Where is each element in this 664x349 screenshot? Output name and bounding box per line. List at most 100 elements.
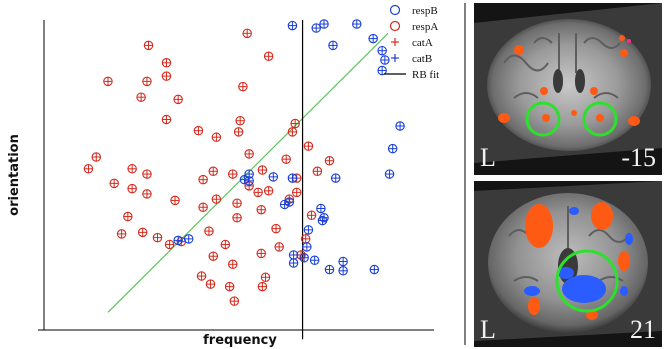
data-point-catA	[142, 169, 152, 179]
data-point-catB	[369, 264, 380, 275]
data-point-catB	[309, 255, 320, 265]
brain-tissue	[487, 19, 651, 151]
data-point-catA	[291, 187, 302, 198]
data-point-catA	[233, 127, 244, 137]
fit-layer	[107, 20, 389, 340]
data-point-catB	[244, 176, 254, 186]
ventricle-right	[575, 69, 585, 93]
data-point-catB	[338, 266, 348, 276]
data-point-catA	[161, 58, 172, 68]
activation-blob	[590, 87, 598, 95]
data-point-catA	[136, 92, 146, 102]
legend-entry-respa: respA	[389, 20, 438, 33]
activation-blob	[542, 114, 550, 122]
data-point-catA	[143, 40, 154, 51]
legend-label: respB	[412, 5, 438, 17]
data-point-catB	[288, 258, 299, 268]
data-point-catA	[173, 94, 183, 105]
data-point-catA	[161, 114, 172, 125]
data-point-catA	[127, 183, 137, 194]
data-point-catB	[395, 121, 405, 131]
activation-blob	[528, 297, 540, 315]
y-axis-label: orientation	[7, 134, 22, 216]
data-point-catA	[256, 204, 266, 215]
sulci-pattern	[503, 33, 621, 99]
data-point-catA	[274, 242, 284, 252]
data-point-catA	[161, 71, 172, 81]
data-point-catA	[198, 174, 208, 185]
data-point-catA	[142, 189, 152, 199]
data-point-catB	[183, 234, 194, 244]
data-point-catB	[384, 169, 395, 179]
legend-entry-rb-fit: RB fit	[384, 69, 439, 81]
data-point-catB	[352, 19, 362, 29]
data-point-catB	[317, 215, 328, 226]
data-point-catA	[224, 281, 235, 292]
activation-blob-blue	[625, 233, 633, 245]
data-point-catA	[208, 166, 219, 177]
activation-blob	[596, 114, 604, 122]
data-point-catA	[300, 234, 311, 244]
data-point-catB	[303, 225, 314, 235]
data-point-catA	[211, 132, 222, 142]
data-point-catA	[287, 127, 298, 137]
data-point-catA	[103, 76, 113, 87]
scatter-chart: frequency orientation respB respA catA catB…	[7, 3, 466, 348]
scatter-chart-panel: frequency orientation respB respA catA catB…	[7, 3, 466, 348]
data-point-catA	[303, 141, 314, 151]
data-point-catA	[196, 271, 207, 281]
hemisphere-label-top: L	[480, 143, 496, 172]
x-axis-label: frequency	[203, 333, 277, 348]
activation-blob	[571, 110, 577, 116]
activation-blob	[591, 202, 613, 230]
data-point-catB	[319, 19, 329, 29]
data-point-catA	[220, 239, 231, 250]
legend-label: catA	[412, 37, 433, 49]
activation-blob	[627, 39, 631, 43]
data-point-catA	[170, 195, 180, 206]
legend-label: respA	[412, 21, 438, 33]
data-point-catB	[368, 33, 378, 44]
data-point-catB	[173, 235, 183, 246]
data-point-catB	[328, 40, 338, 51]
data-point-catA	[235, 116, 245, 126]
data-point-catA	[260, 272, 271, 283]
legend-entry-respb: respB	[389, 4, 438, 17]
legend-label: RB fit	[412, 69, 439, 81]
points-layer	[83, 19, 405, 306]
slice-number-top: -15	[621, 143, 656, 172]
data-point-catA	[123, 211, 133, 222]
data-point-catA	[281, 154, 291, 164]
data-point-catA	[263, 51, 274, 62]
data-point-catB	[288, 250, 299, 260]
data-point-catB	[324, 264, 335, 275]
brain-image-axial	[474, 3, 662, 175]
legend: respB respA catA catB RB fit	[384, 4, 439, 81]
activation-blob	[620, 49, 628, 57]
data-point-catA	[228, 259, 238, 270]
brain-slice-panel-top: L -15	[474, 3, 662, 175]
roi-circle	[555, 249, 619, 313]
data-point-catA	[137, 227, 148, 238]
data-point-catA	[228, 169, 238, 179]
data-point-catB	[380, 55, 390, 65]
data-point-catB	[287, 173, 298, 183]
data-point-catA	[229, 296, 240, 306]
data-point-catA	[257, 281, 268, 292]
data-point-catB	[338, 256, 348, 267]
data-point-catA	[211, 194, 222, 204]
data-point-catA	[257, 165, 268, 175]
data-point-catA	[263, 186, 274, 196]
data-point-catA	[109, 178, 119, 189]
data-point-catB	[311, 23, 321, 33]
activation-blob	[540, 87, 548, 95]
data-point-catB	[316, 203, 326, 214]
data-point-catA	[208, 251, 219, 261]
data-point-catA	[83, 164, 94, 174]
data-point-catA	[164, 239, 175, 250]
activation-blob	[514, 45, 524, 55]
diagonal-boundary-line	[107, 32, 389, 313]
data-point-catA	[116, 229, 127, 239]
data-point-catA	[242, 28, 252, 39]
data-point-catA	[232, 213, 242, 223]
